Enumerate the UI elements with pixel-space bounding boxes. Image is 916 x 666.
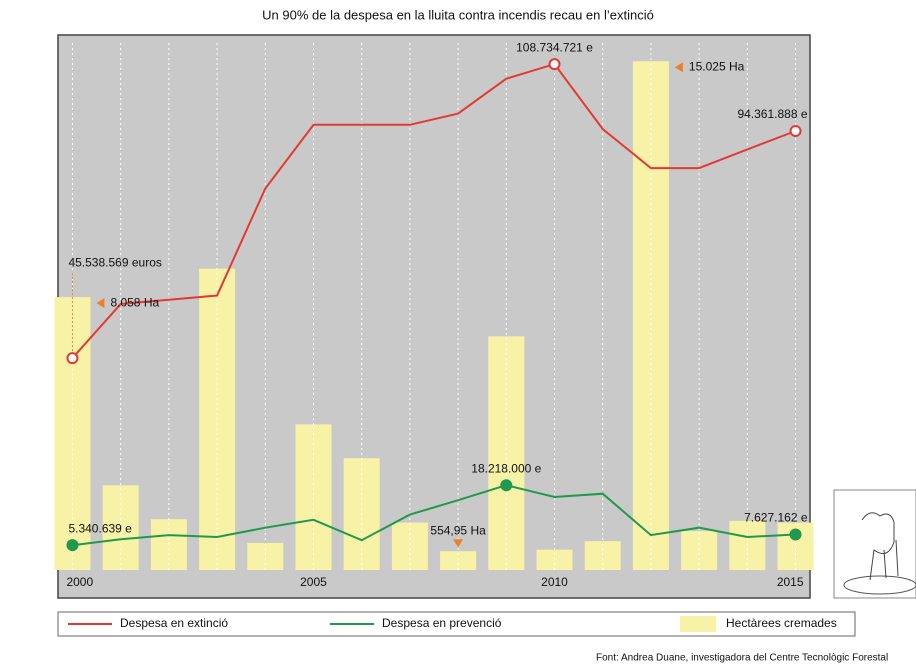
line bbox=[72, 484, 796, 547]
legend-label: Despesa en prevenció bbox=[382, 616, 502, 630]
line bbox=[71, 62, 796, 359]
bar-label: 8.058 Ha bbox=[110, 295, 159, 309]
label-pointer bbox=[674, 62, 683, 73]
point-label: 45.538.569 euros bbox=[68, 255, 161, 269]
point bbox=[789, 528, 802, 541]
point bbox=[66, 539, 79, 552]
bar-label: 15.025 Ha bbox=[689, 59, 745, 73]
x-tick-label: 2000 bbox=[66, 575, 93, 589]
legend-label: Despesa en extinció bbox=[120, 616, 228, 630]
bar bbox=[584, 541, 621, 570]
legend-box bbox=[57, 611, 856, 637]
label-pointer bbox=[96, 298, 105, 309]
x-tick-label: 2005 bbox=[300, 575, 327, 589]
point-label: 7.627.162 e bbox=[744, 511, 808, 525]
logo-frame bbox=[833, 489, 916, 599]
point-label: 94.361.888 e bbox=[737, 107, 807, 121]
point bbox=[500, 479, 513, 492]
point bbox=[789, 125, 802, 138]
plot-area bbox=[57, 34, 811, 599]
label-pointer bbox=[453, 539, 464, 548]
line-layer bbox=[66, 58, 802, 552]
bar bbox=[391, 522, 428, 570]
bar-label: 554,95 Ha bbox=[430, 523, 486, 537]
bar bbox=[247, 542, 284, 570]
bar bbox=[632, 61, 669, 570]
point bbox=[548, 58, 561, 71]
bar bbox=[440, 551, 477, 570]
chart-title: Un 90% de la despesa en la lluita contra… bbox=[262, 7, 654, 22]
legend-label: Hectàrees cremades bbox=[726, 616, 837, 630]
x-tick-label: 2015 bbox=[777, 575, 804, 589]
x-tick-label: 2010 bbox=[541, 575, 568, 589]
point-label: 18.218.000 e bbox=[471, 461, 541, 475]
point-label: 5.340.639 e bbox=[68, 521, 132, 535]
point bbox=[66, 352, 79, 365]
logo-sketch bbox=[861, 512, 899, 581]
legend-swatch bbox=[680, 616, 716, 632]
point-label: 108.734.721 e bbox=[516, 40, 593, 54]
logo-ground bbox=[843, 575, 916, 595]
logo bbox=[833, 489, 916, 599]
source: Font: Andrea Duane, investigadora del Ce… bbox=[596, 653, 888, 664]
bar-layer bbox=[54, 61, 814, 570]
